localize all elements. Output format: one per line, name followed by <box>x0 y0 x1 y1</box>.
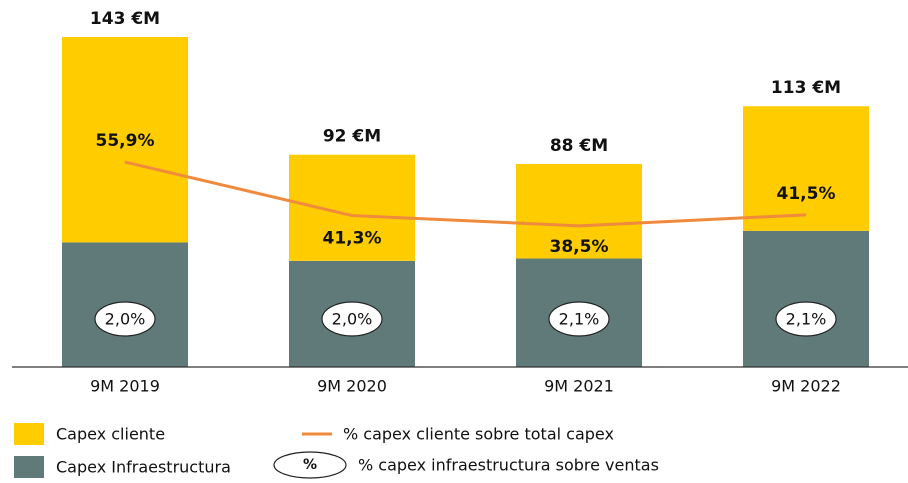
x-tick-label: 9M 2019 <box>90 377 160 396</box>
line-label: 41,3% <box>323 229 382 249</box>
x-tick-label: 9M 2022 <box>771 377 841 396</box>
badge <box>94 301 156 337</box>
legend-badge-text: % <box>303 457 317 473</box>
line-label: 55,9% <box>96 131 155 151</box>
line-label: 38,5% <box>550 237 609 257</box>
bar-segment <box>743 106 869 231</box>
bar-segment <box>516 163 642 259</box>
x-tick-label: 9M 2021 <box>544 377 614 396</box>
total-label: 143 €M <box>90 9 160 29</box>
badge <box>548 301 610 337</box>
badge-label: 2,1% <box>559 310 600 329</box>
badge-label: 2,1% <box>786 310 827 329</box>
legend-swatch <box>14 423 44 445</box>
bar-segment <box>743 230 869 367</box>
legend-label: Capex Infraestructura <box>56 458 231 477</box>
line-label: 41,5% <box>777 184 836 204</box>
line <box>124 160 807 228</box>
badge <box>775 301 837 337</box>
legend-label: % capex infraestructura sobre ventas <box>358 456 659 475</box>
total-label: 113 €M <box>771 78 841 98</box>
bar-segment <box>289 154 415 261</box>
legend-swatch <box>14 456 44 478</box>
legend-label: % capex cliente sobre total capex <box>343 425 614 444</box>
legend-badge <box>273 451 347 479</box>
total-label: 88 €M <box>550 136 608 156</box>
legend-label: Capex cliente <box>56 425 165 444</box>
badge-label: 2,0% <box>105 310 146 329</box>
badge-label: 2,0% <box>332 310 373 329</box>
x-tick-label: 9M 2020 <box>317 377 387 396</box>
bar-segment <box>62 37 188 243</box>
total-label: 92 €M <box>323 127 381 147</box>
badge <box>321 301 383 337</box>
